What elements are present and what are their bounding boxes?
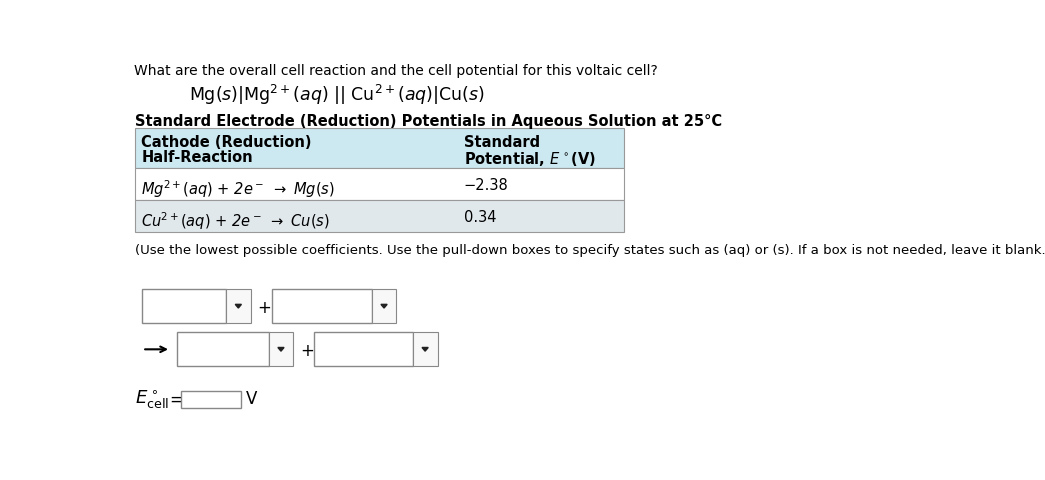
- Text: Potential, $\mathit{E}^\circ$(V): Potential, $\mathit{E}^\circ$(V): [464, 150, 596, 168]
- Bar: [269, 333, 294, 367]
- Text: Standard: Standard: [464, 134, 540, 149]
- Text: 0.34: 0.34: [464, 210, 496, 225]
- Text: V: V: [247, 390, 257, 408]
- Polygon shape: [381, 305, 387, 309]
- Bar: [135, 128, 624, 168]
- Polygon shape: [235, 305, 241, 309]
- Bar: [372, 289, 396, 324]
- Text: =: =: [169, 390, 183, 408]
- Text: −2.38: −2.38: [464, 178, 509, 192]
- Text: Cu$^{2+}$$(aq)$ + 2$e^-$ $\rightarrow$ Cu$(s)$: Cu$^{2+}$$(aq)$ + 2$e^-$ $\rightarrow$ C…: [141, 210, 330, 231]
- Bar: [181, 391, 241, 408]
- Text: $E^\circ_{\rm cell}$: $E^\circ_{\rm cell}$: [135, 388, 169, 410]
- Bar: [413, 333, 438, 367]
- Text: (Use the lowest possible coefficients. Use the pull-down boxes to specify states: (Use the lowest possible coefficients. U…: [135, 243, 1045, 256]
- Text: Standard Electrode (Reduction) Potentials in Aqueous Solution at 25°C: Standard Electrode (Reduction) Potential…: [135, 114, 722, 129]
- Bar: [135, 201, 624, 233]
- Text: Mg$^{2+}$$(aq)$ + 2$e^-$ $\rightarrow$ Mg$(s)$: Mg$^{2+}$$(aq)$ + 2$e^-$ $\rightarrow$ M…: [141, 178, 335, 199]
- Bar: [314, 333, 413, 367]
- Text: Cathode (Reduction): Cathode (Reduction): [141, 134, 312, 149]
- Polygon shape: [422, 348, 428, 351]
- Text: +: +: [258, 299, 272, 316]
- Bar: [177, 333, 269, 367]
- Bar: [135, 168, 624, 201]
- Bar: [226, 289, 251, 324]
- Bar: [142, 289, 226, 324]
- Bar: [273, 289, 372, 324]
- Text: What are the overall cell reaction and the cell potential for this voltaic cell?: What are the overall cell reaction and t…: [134, 64, 657, 78]
- Text: Half-Reaction: Half-Reaction: [141, 150, 253, 165]
- Text: +: +: [300, 341, 315, 360]
- Polygon shape: [278, 348, 284, 351]
- Text: Mg$(s)$|Mg$^{2+}$$(aq)$ || Cu$^{2+}$$(aq)$|Cu$(s)$: Mg$(s)$|Mg$^{2+}$$(aq)$ || Cu$^{2+}$$(aq…: [189, 83, 485, 107]
